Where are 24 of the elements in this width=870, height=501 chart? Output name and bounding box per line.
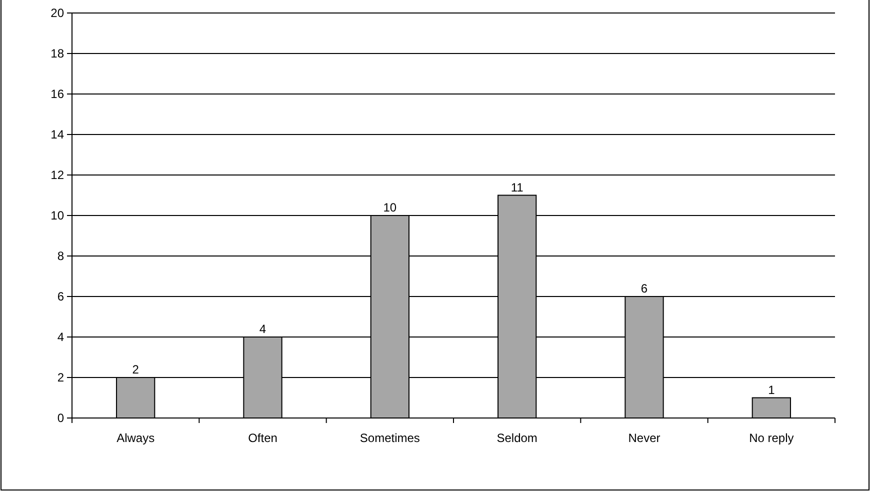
y-tick-label: 18 xyxy=(50,46,64,60)
x-tick-label: Always xyxy=(116,431,155,445)
y-tick-label: 12 xyxy=(50,168,64,182)
y-tick-label: 6 xyxy=(57,290,64,304)
x-tick-label: Sometimes xyxy=(360,431,420,445)
y-tick-label: 0 xyxy=(57,411,64,425)
data-label: 2 xyxy=(132,362,140,376)
y-tick-label: 20 xyxy=(50,6,64,20)
y-tick-label: 4 xyxy=(57,330,64,344)
y-tick-label: 8 xyxy=(57,249,64,263)
x-tick-label: Seldom xyxy=(496,431,538,445)
data-label: 6 xyxy=(640,282,648,296)
data-label: 11 xyxy=(510,180,524,194)
bar xyxy=(752,397,791,418)
y-tick-label: 10 xyxy=(50,208,64,222)
data-label: 1 xyxy=(768,382,776,397)
data-label: 10 xyxy=(383,200,397,214)
data-label: 4 xyxy=(259,322,266,336)
x-tick-label: Never xyxy=(628,431,660,445)
x-tick-label: Often xyxy=(248,431,278,445)
y-tick-label: 14 xyxy=(50,128,64,142)
y-tick-label: 16 xyxy=(50,87,64,101)
x-tick-label: No reply xyxy=(749,431,794,445)
y-tick-label: 2 xyxy=(57,370,64,384)
